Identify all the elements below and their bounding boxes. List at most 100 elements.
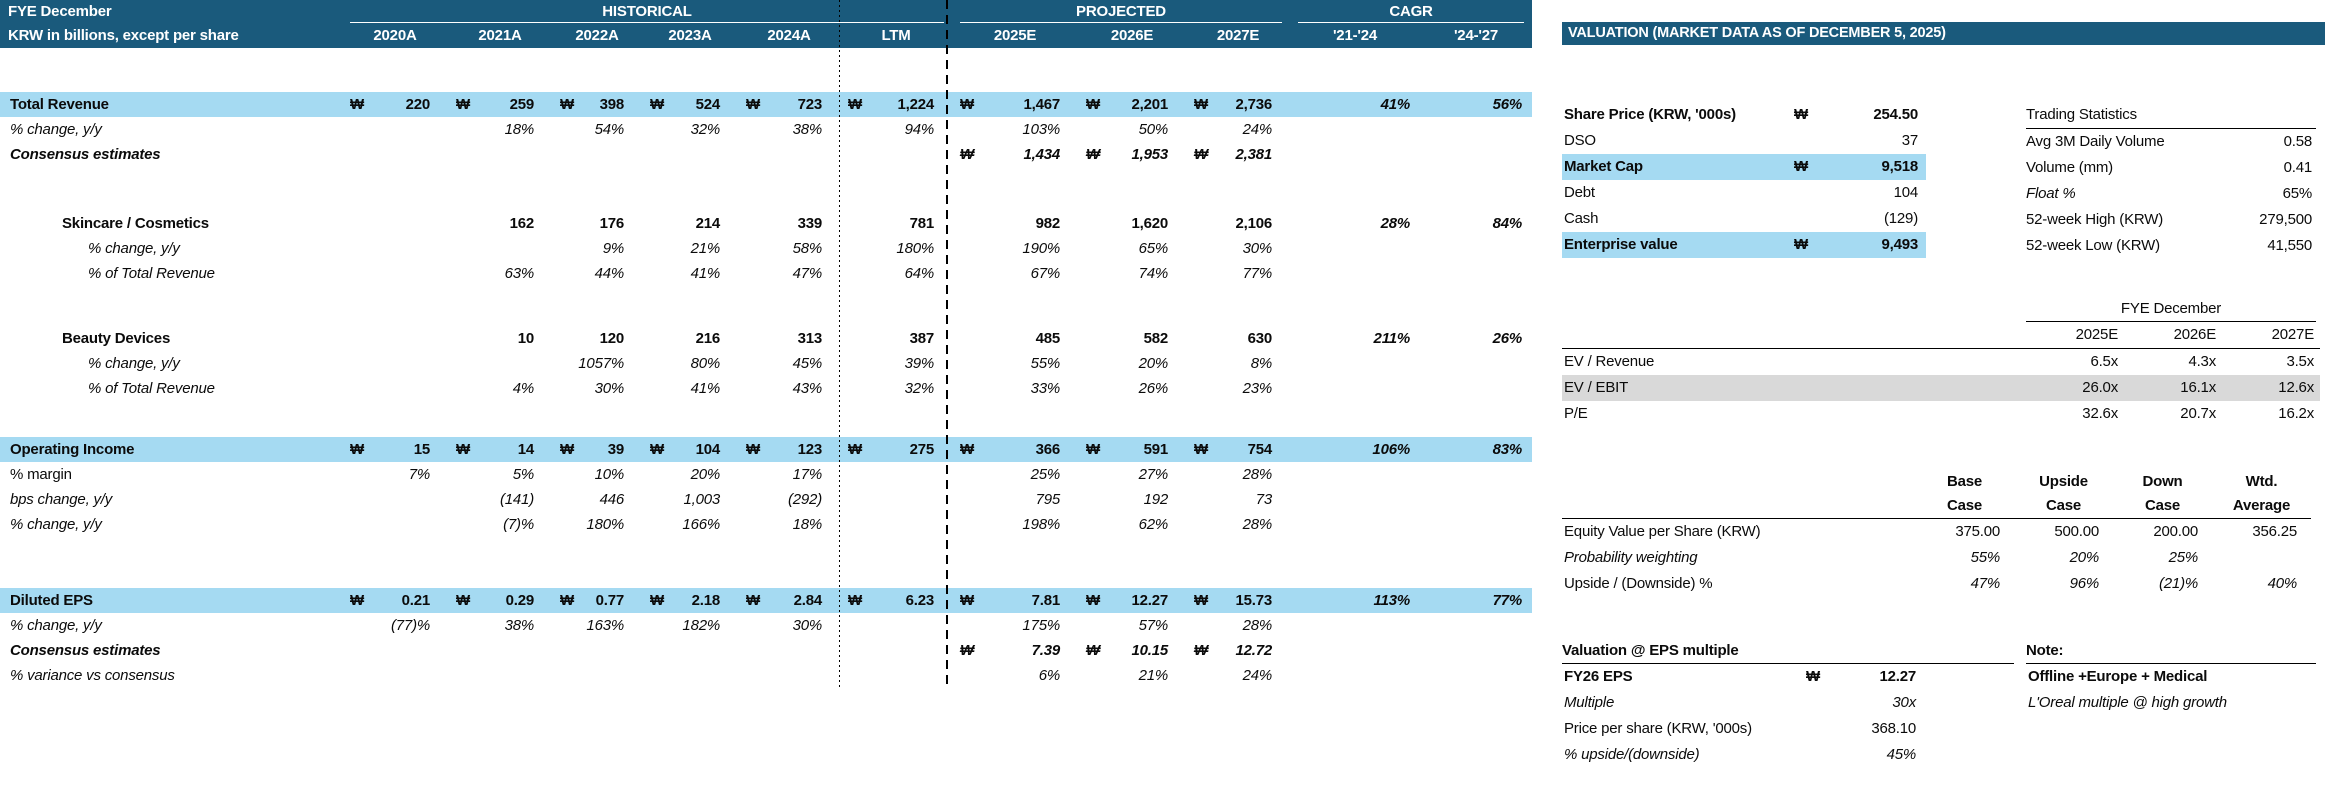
table-title: FYE December <box>8 3 112 20</box>
cell <box>840 462 952 487</box>
eps-label: % upside/(downside) <box>1564 746 1700 763</box>
cell <box>448 638 552 663</box>
cell: 26% <box>1138 380 1169 397</box>
cell <box>840 142 952 167</box>
cell: 387 <box>909 330 935 347</box>
trading-label: 52-week Low (KRW) <box>2026 237 2160 254</box>
cell-value: 2,201 <box>1131 96 1168 113</box>
cell <box>342 142 448 167</box>
cell <box>552 167 642 211</box>
cell <box>1290 376 1420 401</box>
cell-value: 4.3x <box>2188 353 2216 370</box>
won-sign: ₩ <box>1194 146 1208 163</box>
scenario-label: Equity Value per Share (KRW) <box>1564 523 1761 540</box>
cell: 24% <box>1242 667 1273 684</box>
cell-value: 2.84 <box>793 592 823 609</box>
cell-value: (21)% <box>2158 575 2198 592</box>
cell-value: 220 <box>405 96 431 113</box>
ltm-divider-dotted-line <box>839 0 840 688</box>
cell <box>1186 286 1290 326</box>
note-text: L'Oreal multiple @ high growth <box>2028 694 2227 711</box>
cell <box>952 401 1078 437</box>
cell-value: 32.6x <box>2082 405 2118 422</box>
scenario-column-header: Upside Case <box>2014 468 2113 518</box>
scenario-column-header: Down Case <box>2113 468 2212 518</box>
cell <box>448 401 552 437</box>
cell: ₩7.39 <box>952 638 1078 663</box>
cell <box>738 286 840 326</box>
trading-row: 52-week Low (KRW) 41,550 <box>2026 233 2316 259</box>
header-line: Upside <box>2039 473 2088 490</box>
table-row: % change, y/y (7)% 180% 166% 18% 198% 62% 28% <box>0 512 1532 537</box>
trading-value: 0.58 <box>2283 133 2313 150</box>
column-group-historical: HISTORICAL <box>342 0 952 24</box>
row-label <box>0 537 342 588</box>
column-header: 2027E <box>1216 27 1260 44</box>
cell: 5% <box>512 466 534 483</box>
cell <box>1290 613 1420 638</box>
won-sign: ₩ <box>1794 158 1808 175</box>
scenario-column-header: Wtd. Average <box>2212 468 2311 518</box>
cell: 33% <box>1030 380 1061 397</box>
cell: 26% <box>1492 330 1523 347</box>
cell: 214 <box>695 215 721 232</box>
cell <box>642 401 738 437</box>
cell: ₩6.23 <box>840 588 952 613</box>
eps-label: Price per share (KRW, '000s) <box>1564 720 1752 737</box>
summary-label: Enterprise value <box>1564 236 1678 253</box>
cell-value: 26.0x <box>2082 379 2118 396</box>
won-sign: ₩ <box>1086 96 1100 113</box>
cell <box>1290 261 1420 286</box>
cell: 30% <box>792 617 823 634</box>
cell <box>448 286 552 326</box>
eps-label: FY26 EPS <box>1564 668 1633 685</box>
row-label: Beauty Devices <box>62 330 171 347</box>
trading-value: 0.41 <box>2283 159 2313 176</box>
cell: 8% <box>1250 355 1272 372</box>
column-group-projected: PROJECTED <box>952 0 1290 24</box>
cell-value: 2.18 <box>691 592 721 609</box>
header-line: Case <box>2045 497 2082 514</box>
cell: ₩398 <box>552 92 642 117</box>
cell-value: 500.00 <box>2054 523 2099 540</box>
cell <box>1420 638 1532 663</box>
cell <box>1420 117 1532 142</box>
trading-value: 279,500 <box>2259 211 2312 228</box>
won-sign: ₩ <box>848 96 862 113</box>
cell-value: 16.2x <box>2278 405 2314 422</box>
cell: ₩14 <box>448 437 552 462</box>
row-label: % change, y/y <box>10 121 102 138</box>
group-underline <box>350 22 944 23</box>
cell: ₩524 <box>642 92 738 117</box>
cell <box>448 142 552 167</box>
trading-label: Volume (mm) <box>2026 159 2113 176</box>
row-label: % change, y/y <box>10 617 102 634</box>
scenario-label: Upside / (Downside) % <box>1564 575 1713 592</box>
multiples-label: EV / Revenue <box>1564 353 1655 370</box>
cell-value: 7.39 <box>1031 642 1061 659</box>
note-text: Offline +Europe + Medical <box>2028 668 2208 685</box>
cell <box>1290 236 1420 261</box>
row-label: Consensus estimates <box>10 146 161 163</box>
cell-value: 398 <box>599 96 625 113</box>
scenario-rows: Equity Value per Share (KRW) 375.00 500.00… <box>1562 519 2311 597</box>
cell-value: 96% <box>2069 575 2100 592</box>
cell: 20% <box>690 466 721 483</box>
cell-value <box>2212 545 2311 571</box>
cell: ₩2.84 <box>738 588 840 613</box>
cell-value: 37 <box>1901 132 1919 149</box>
scenario-row: Equity Value per Share (KRW) 375.00 500.00… <box>1562 519 2311 545</box>
table-row: Beauty Devices 10 120 216 313 387 485 582 630 211… <box>0 326 1532 351</box>
cell: 982 <box>1035 215 1061 232</box>
won-sign: ₩ <box>650 592 664 609</box>
cell: 64% <box>904 265 935 282</box>
summary-label: Debt <box>1564 184 1595 201</box>
cell: 198% <box>1022 516 1060 533</box>
cell <box>342 376 448 401</box>
row-label: Consensus estimates <box>10 642 161 659</box>
trading-label: 52-week High (KRW) <box>2026 211 2163 228</box>
cell: 106% <box>1372 441 1410 458</box>
scenario-column-header: Base Case <box>1915 468 2014 518</box>
table-row: Total Revenue ₩220 ₩259 ₩398 ₩524 ₩723 ₩1,224 ₩… <box>0 92 1532 117</box>
column-header: 2026E <box>1110 27 1154 44</box>
